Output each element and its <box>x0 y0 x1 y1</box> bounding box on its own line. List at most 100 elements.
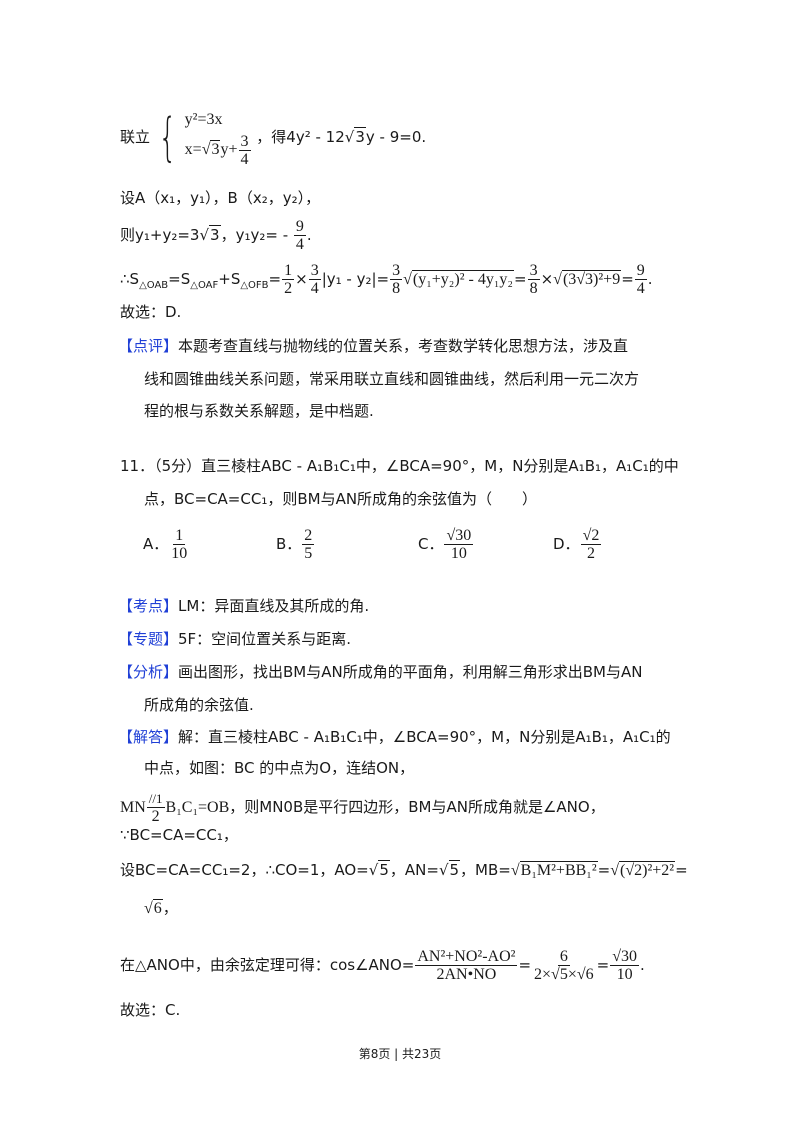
radicand: 3 <box>354 127 366 146</box>
question-stem: 点，BC=CA=CC₁，则BM与AN所成角的余弦值为（ ） <box>144 490 538 508</box>
denominator: 5 <box>304 545 313 562</box>
numerator: 1 <box>282 262 295 280</box>
denominator: 2 <box>151 808 160 825</box>
lengths-line: 设BC=CA=CC₁=2，∴CO=1，AO=√5，AN=√5，MB=√B₁M²+… <box>120 860 688 881</box>
set-points-line: 设A（x₁，y₁），B（x₂，y₂）， <box>120 189 321 207</box>
sqrt: √3 <box>344 127 366 146</box>
option-letter: B． <box>276 535 302 553</box>
text: = <box>621 270 634 288</box>
text: ，则MN0B是平行四边形，BM与AN所成角就是∠ANO， <box>229 798 605 816</box>
numerator: 3 <box>527 262 540 280</box>
text: =S <box>168 270 191 288</box>
option-letter: C． <box>418 535 444 553</box>
area-line: ∴S△OAB=S△OAF+S△OFB= 1 2 × 3 4 |y₁ - y₂|= 3 8 √(y₁… <box>120 262 653 297</box>
option-c: C． √30 10 <box>418 527 474 562</box>
text: 画出图形，找出BM与AN所成角的平面角，利用解三角形求出BM与AN <box>178 663 643 681</box>
jieda-section: 【解答】解：直三棱柱ABC - A₁B₁C₁中，∠BCA=90°，M，N分别是A… <box>118 727 671 747</box>
numerator: √30 <box>444 527 474 545</box>
numerator: 6 <box>557 948 570 966</box>
page-footer: 第8页 | 共23页 <box>358 1047 442 1061</box>
denominator: 2×√5×√6 <box>534 966 594 983</box>
denominator: 10 <box>171 545 188 562</box>
denominator: 2 <box>586 545 595 562</box>
denominator: 2AN•NO <box>436 966 497 983</box>
sqrt: √5 <box>438 860 461 879</box>
denominator: 8 <box>392 280 401 297</box>
sqrt: √5 <box>368 860 390 879</box>
simultaneous-equations: 联立 { y²=3x x=√3y+ 3 4 ，得4y² - 12√3y - 9=0. <box>120 107 426 168</box>
text: = <box>518 956 532 974</box>
text: ，AN= <box>389 861 439 879</box>
text: ，MB= <box>460 861 511 879</box>
text: 5F：空间位置关系与距离. <box>178 630 351 648</box>
numerator: 9 <box>293 218 306 236</box>
review-label: 【点评】 <box>118 337 179 355</box>
kaodian-label: 【考点】 <box>118 597 179 615</box>
text: 则y₁+y₂=3 <box>120 226 200 244</box>
numerator: 1 <box>156 791 163 806</box>
text: |y₁ - y₂|= <box>321 270 390 288</box>
brace-icon: { <box>158 107 177 168</box>
sqrt: √(3√3)²+9 <box>553 270 622 288</box>
fenxi-label: 【分析】 <box>118 663 179 681</box>
fraction: 1 10 <box>169 527 189 562</box>
radicand: 3 <box>210 140 221 159</box>
numerator: 2 <box>302 527 315 545</box>
parallelogram-line: MN//1 2 B₁C₁=OB，则MN0B是平行四边形，BM与AN所成角就是∠ANO… <box>120 790 605 825</box>
denominator: 4 <box>636 280 645 297</box>
sqrt: √3 <box>199 225 221 244</box>
fraction: //1 2 <box>146 790 165 825</box>
question-stem: 11．（5分）直三棱柱ABC - A₁B₁C₁中，∠BCA=90°，M，N分别是… <box>120 457 679 475</box>
subscript: △OAF <box>190 280 219 291</box>
text: . <box>640 956 645 974</box>
denominator: 4 <box>310 280 319 297</box>
subscript: △OAB <box>139 280 169 291</box>
text: = <box>597 861 611 879</box>
text: x= <box>184 141 202 159</box>
text: 联立 <box>120 128 151 146</box>
zhuanti-label: 【专题】 <box>118 630 179 648</box>
radicand: 3 <box>209 225 221 244</box>
fenxi-section: 【分析】画出图形，找出BM与AN所成角的平面角，利用解三角形求出BM与AN <box>118 662 642 682</box>
radicand: 5 <box>378 860 390 879</box>
sqrt: √(√2)²+2² <box>610 861 676 879</box>
answer-d: 故选：D. <box>120 303 182 321</box>
text: ∴S <box>120 270 140 288</box>
radicand: (√2)²+2² <box>619 861 676 879</box>
zhuanti-section: 【专题】5F：空间位置关系与距离. <box>118 629 351 649</box>
subscript: △OFB <box>240 280 269 291</box>
radicand: 5 <box>448 860 461 879</box>
denominator: 2 <box>284 280 293 297</box>
numerator: √2 <box>580 527 602 545</box>
text: ，得4y² - 12 <box>256 128 345 146</box>
text: y+ <box>220 141 238 159</box>
kaodian-section: 【考点】LM：异面直线及其所成的角. <box>118 596 369 616</box>
sqrt: √3 <box>201 140 221 159</box>
text: = <box>268 270 282 288</box>
radicand: 6 <box>152 899 163 917</box>
sqrt: √6 <box>144 899 163 917</box>
numerator: 3 <box>390 262 403 280</box>
text: . <box>306 226 312 244</box>
text: B₁C₁=OB <box>165 799 230 816</box>
sqrt: √(y₁+y₂)² - 4y₁y₂ <box>403 270 514 288</box>
text: . <box>647 270 653 288</box>
radicand: (3√3)²+9 <box>561 270 622 288</box>
review-section: 【点评】本题考查直线与抛物线的位置关系，考查数学转化思想方法，涉及直 <box>118 336 628 356</box>
option-letter: A． <box>143 535 169 553</box>
text: 本题考查直线与抛物线的位置关系，考查数学转化思想方法，涉及直 <box>178 337 629 355</box>
text: 设BC=CA=CC₁=2，∴CO=1，AO= <box>120 861 369 879</box>
text: y - 9=0. <box>365 128 427 146</box>
option-b: B． 2 5 <box>276 527 315 562</box>
numerator: 3 <box>238 133 251 151</box>
denominator: 10 <box>616 966 633 983</box>
option-a: A． 1 10 <box>143 527 190 562</box>
option-d: D． √2 2 <box>553 527 602 562</box>
